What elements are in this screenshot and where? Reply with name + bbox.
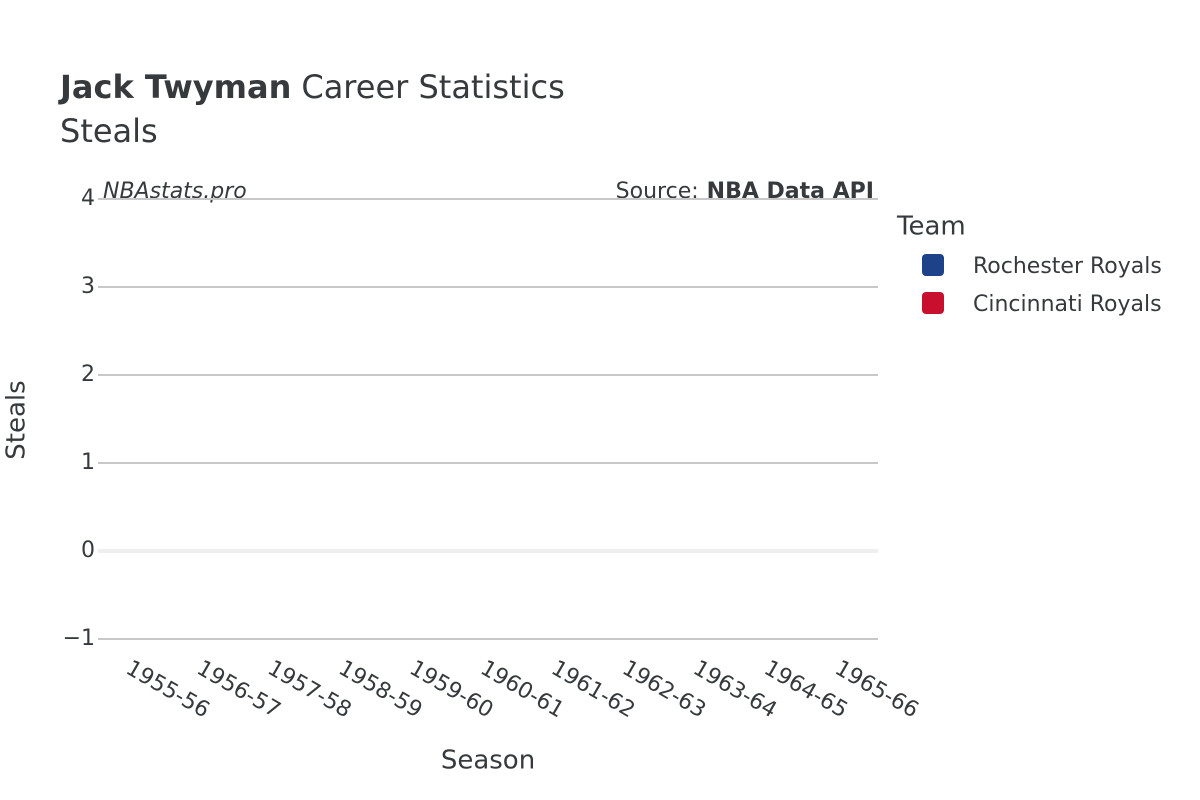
chart-subtitle: Steals <box>60 112 158 150</box>
source-label: Source: <box>616 179 699 204</box>
source-name: NBA Data API <box>707 179 874 204</box>
y-tick-label: 4 <box>81 186 95 211</box>
x-axis-label: Season <box>441 746 535 776</box>
legend-swatch <box>922 292 944 314</box>
y-tick-label: 2 <box>81 362 95 387</box>
source: Source: NBA Data API <box>616 179 874 204</box>
legend-title: Team <box>896 212 966 242</box>
title-name: Jack Twyman <box>58 68 291 106</box>
y-tick-label: 1 <box>81 450 95 475</box>
title-rest: Career Statistics <box>301 68 564 106</box>
chart-title: Jack Twyman Career Statistics <box>58 68 565 106</box>
legend-label: Rochester Royals <box>973 254 1162 279</box>
legend-swatch <box>922 254 944 276</box>
legend-label: Cincinnati Royals <box>973 292 1162 317</box>
watermark: NBAstats.pro <box>103 179 247 204</box>
y-axis-label: Steals <box>2 380 32 459</box>
y-tick-label: 3 <box>81 274 95 299</box>
y-tick-label: 0 <box>81 538 95 563</box>
y-tick-label: −1 <box>63 626 95 651</box>
